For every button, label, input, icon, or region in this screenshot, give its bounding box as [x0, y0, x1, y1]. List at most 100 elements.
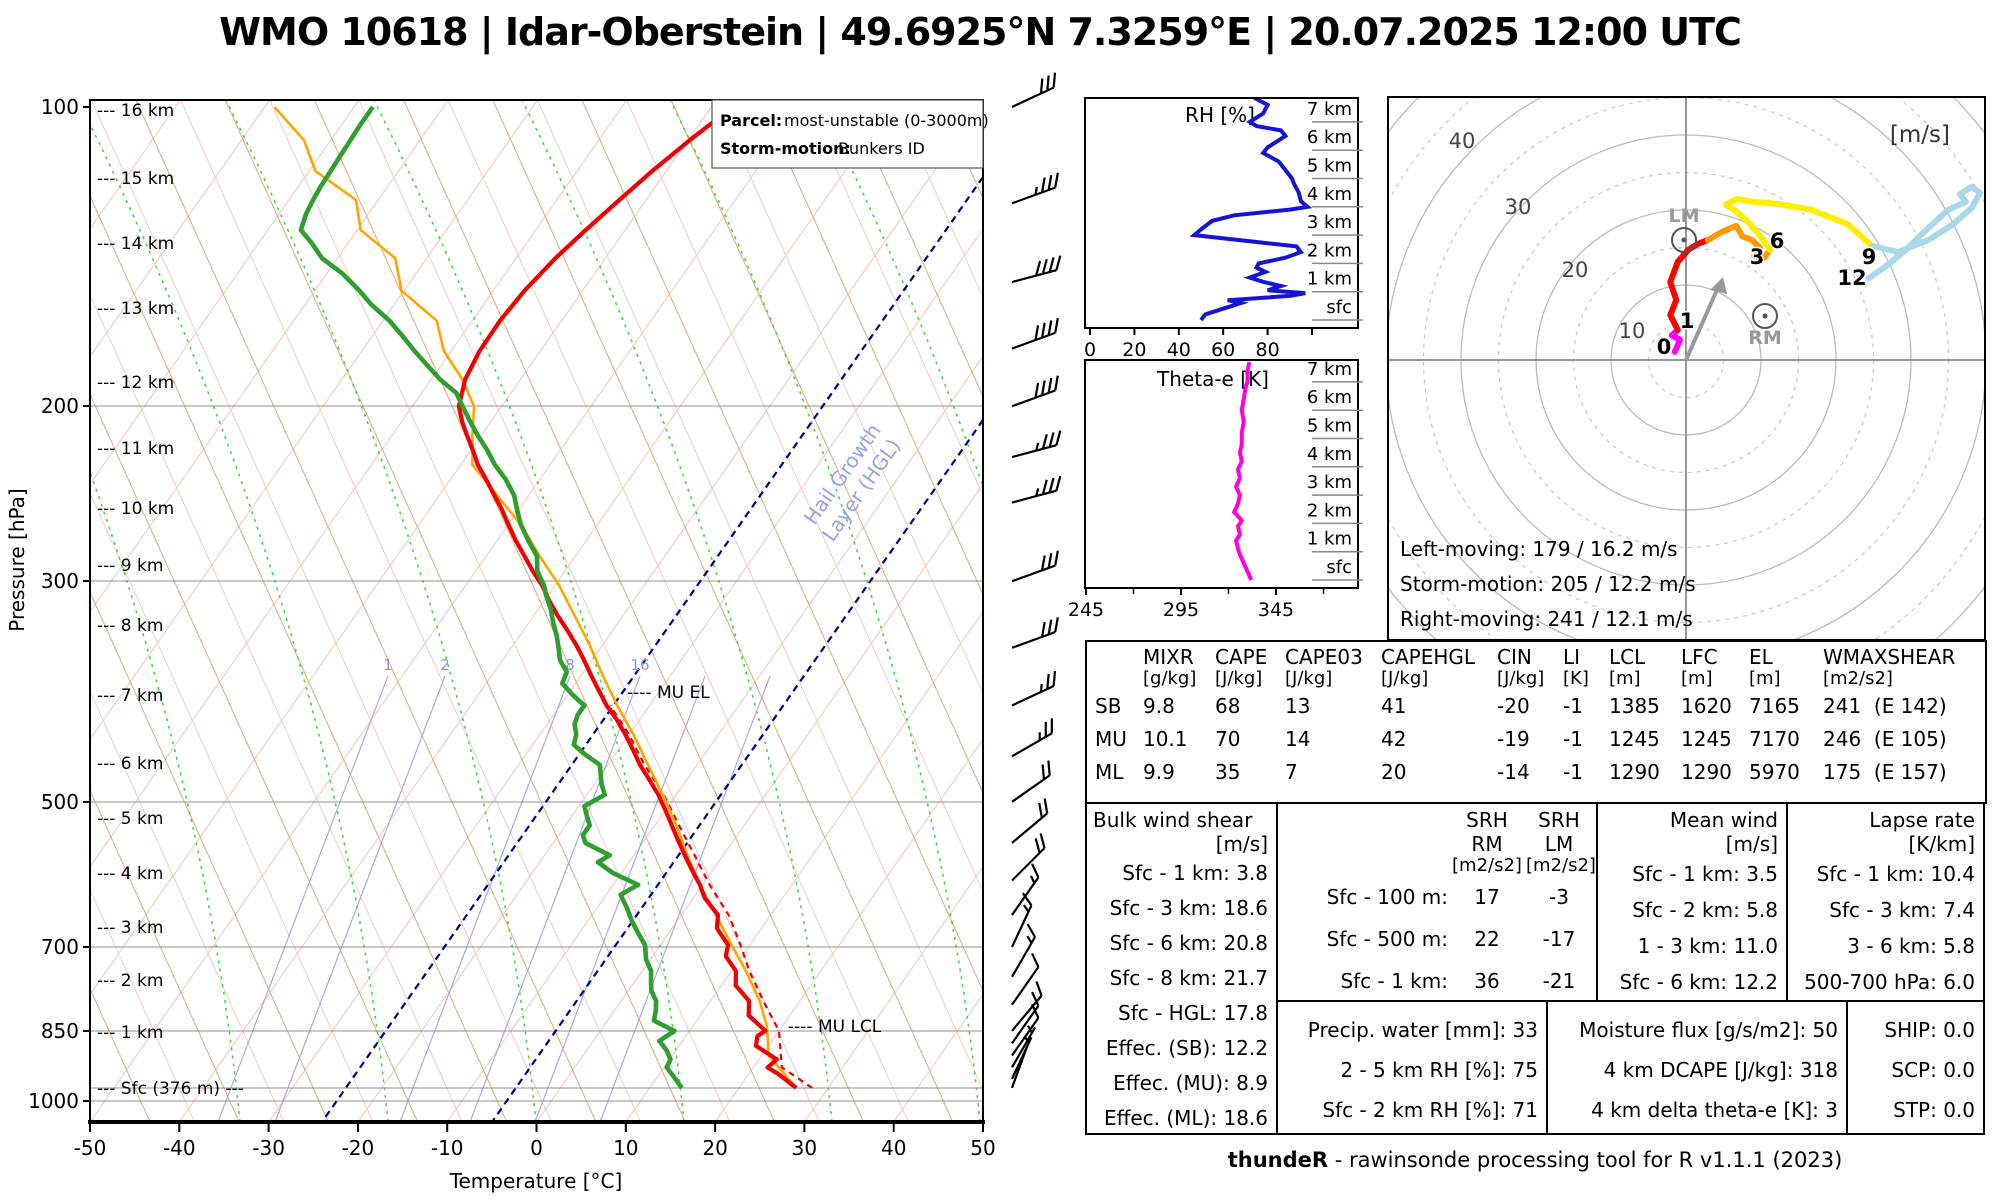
moist-adiabat-line — [817, 100, 983, 489]
dry-adiabat-line — [849, 100, 983, 398]
hodograph-trace-9-12 km — [1865, 183, 1983, 282]
mean-wind-row: Sfc - 6 km: 12.2 — [1619, 970, 1778, 994]
param-value: -1 — [1563, 727, 1583, 751]
col-unit: [K] — [1563, 668, 1589, 689]
dry-adiabat-line — [670, 100, 983, 795]
wind-barb — [1011, 892, 1033, 948]
col-unit: [m] — [1609, 668, 1641, 689]
mixing-ratio-line — [469, 675, 641, 1122]
param-value: 70 — [1215, 727, 1241, 751]
bulk-wind-shear-box: Bulk wind shear [m/s] Sfc - 1 km: 3.8 Sfc… — [1085, 802, 1278, 1135]
srh-layer-label: Sfc - 1 km: — [1340, 969, 1448, 993]
dry-adiabat-line — [90, 789, 240, 1122]
col-unit: [J/kg] — [1215, 668, 1263, 689]
srh-lm-unit: [m2/s2] — [1526, 855, 1596, 876]
hodograph-height-mark: 6 — [1770, 229, 1785, 253]
srh-rm-unit: [m2/s2] — [1452, 855, 1522, 876]
storm-marker-circle — [1752, 303, 1778, 329]
srh-lm-title: SRH LM — [1538, 808, 1580, 856]
box-unit: [m/s] — [1215, 832, 1268, 856]
thetae-panel-title: Theta-e [K] — [1156, 367, 1269, 391]
col-unit: [J/kg] — [1497, 668, 1545, 689]
dry-adiabat-line — [358, 100, 820, 1122]
temp-tick-label: 10 — [613, 1136, 638, 1160]
col-header: WMAXSHEAR — [1823, 645, 1956, 669]
temp-tick-label: -30 — [252, 1136, 285, 1160]
hgl-boundary-line — [321, 176, 983, 1122]
rh-height-label: 2 km — [1307, 240, 1352, 261]
height-label: --- 5 km — [97, 809, 163, 829]
param-value: 35 — [1215, 760, 1241, 784]
rh-curve — [1189, 99, 1313, 322]
hodograph-ring-label: 20 — [1562, 258, 1589, 282]
mixing-ratio-label: 1 — [383, 656, 393, 674]
box-title: Mean wind — [1669, 808, 1778, 832]
srh-row: Sfc - 100 m: 17 -3 — [1278, 876, 1596, 918]
mixing-ratio-line — [534, 675, 706, 1122]
srh-rm-title: SRH RM — [1466, 808, 1508, 856]
index-row: SCP: 0.0 — [1891, 1058, 1975, 1082]
box-unit: [m/s] — [1725, 832, 1778, 856]
height-label: --- 8 km — [97, 616, 163, 636]
param-value: -14 — [1497, 760, 1530, 784]
height-label: --- 1 km — [97, 1023, 163, 1043]
param-value: 10.1 — [1143, 727, 1188, 751]
virtual-temp-curve — [609, 704, 813, 1089]
wind-barb — [1011, 952, 1040, 1006]
isotherm-line — [90, 100, 806, 1122]
isotherm-line — [803, 865, 983, 1122]
hodograph-ring-label: 10 — [1619, 319, 1646, 343]
thetae-height-label: 1 km — [1307, 529, 1352, 550]
rh-height-label: sfc — [1326, 297, 1352, 318]
thetae-x-tick-label: 245 — [1068, 599, 1104, 621]
thetae-height-label: 3 km — [1307, 472, 1352, 493]
pressure-axis-title: Pressure [hPa] — [5, 488, 29, 631]
thetae-height-label: sfc — [1326, 557, 1352, 578]
dry-adiabat-line — [90, 888, 196, 1122]
isotherm-line — [714, 738, 983, 1122]
thetae-curve — [1231, 361, 1254, 581]
hodograph-trace-3-6 km — [1704, 222, 1773, 261]
storm-marker-label: LM — [1668, 205, 1699, 227]
isotherm-line — [536, 483, 983, 1122]
pressure-tick-label: 500 — [41, 790, 79, 814]
col-header: CAPE03 — [1285, 645, 1363, 669]
dry-adiabat-line — [90, 590, 329, 1122]
param-value: 1245 — [1609, 727, 1660, 751]
col-unit: [m2/s2] — [1823, 668, 1893, 689]
mixing-ratio-label: 16 — [630, 656, 649, 674]
isotherm-line — [90, 100, 717, 996]
moist-adiabat-line — [669, 100, 981, 1122]
col-header: EL — [1749, 645, 1773, 669]
isotherm-line — [90, 100, 538, 741]
wind-barb — [1011, 798, 1049, 844]
mixing-ratio-label: 8 — [565, 656, 575, 674]
hodograph-unit-label: [m/s] — [1890, 122, 1950, 148]
lapse-rate-row: 500-700 hPa: 6.0 — [1804, 970, 1975, 994]
col-header: LFC — [1681, 645, 1718, 669]
dewpoint-curve — [298, 105, 684, 1090]
mixing-ratio-line — [399, 675, 571, 1122]
height-label: --- 9 km — [97, 556, 163, 576]
dry-adiabat-line — [269, 100, 731, 1122]
isotherm-line — [90, 100, 360, 486]
isotherm-line — [268, 100, 983, 1122]
isotherm-line — [178, 100, 896, 1122]
dry-adiabat-line — [492, 100, 954, 1122]
dry-adiabat-line — [759, 100, 983, 596]
dry-adiabat-line — [581, 100, 983, 993]
pressure-tick-label: 850 — [41, 1019, 79, 1043]
box-title: Lapse rate — [1869, 808, 1975, 832]
param-value: 7170 — [1749, 727, 1800, 751]
isotherm-line — [357, 227, 983, 1122]
pressure-tick-label: 200 — [41, 394, 79, 418]
col-header: LI — [1563, 645, 1581, 669]
thetae-x-tick-label: 345 — [1258, 599, 1294, 621]
srh-value: 22 — [1474, 927, 1500, 951]
storm-marker-label: RM — [1748, 327, 1782, 349]
param-value: 241 (E 142) — [1823, 694, 1947, 718]
height-label: --- 7 km — [97, 686, 163, 706]
rh-height-label: 1 km — [1307, 269, 1352, 290]
lapse-rate-row: 3 - 6 km: 5.8 — [1847, 934, 1975, 958]
rh-x-tick-label: 40 — [1167, 339, 1191, 361]
